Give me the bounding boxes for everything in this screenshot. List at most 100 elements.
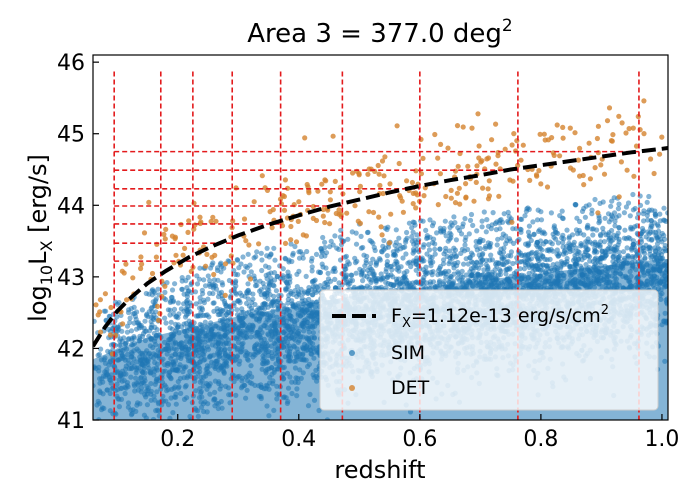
sim-point — [643, 234, 649, 240]
sim-point — [557, 282, 563, 288]
sim-point — [493, 227, 499, 233]
sim-point — [418, 218, 424, 224]
sim-point — [541, 229, 547, 235]
sim-point — [615, 206, 622, 212]
sim-point — [216, 350, 223, 356]
sim-point — [269, 355, 276, 361]
sim-point — [167, 307, 173, 313]
sim-point — [207, 278, 213, 284]
sim-point — [332, 233, 338, 239]
sim-point — [164, 346, 170, 352]
sim-point — [200, 291, 206, 297]
sim-point — [218, 260, 224, 266]
sim-point — [560, 251, 567, 257]
sim-point — [287, 348, 293, 355]
sim-point — [99, 407, 105, 413]
sim-point — [311, 375, 317, 381]
sim-point — [334, 245, 340, 251]
sim-point — [548, 273, 554, 279]
sim-point — [207, 391, 213, 397]
sim-point — [288, 241, 294, 247]
sim-point — [134, 346, 140, 352]
sim-point — [245, 251, 251, 257]
sim-point — [409, 234, 415, 240]
sim-point — [291, 358, 297, 364]
sim-point — [659, 276, 666, 282]
sim-point — [391, 282, 397, 289]
sim-point — [312, 304, 318, 310]
sim-point — [195, 343, 201, 349]
sim-point — [645, 229, 651, 235]
sim-point — [173, 401, 179, 407]
sim-point — [372, 247, 378, 254]
sim-point — [551, 225, 557, 231]
sim-point — [611, 195, 617, 201]
sim-point — [657, 211, 663, 217]
sim-point — [606, 235, 613, 241]
sim-point — [538, 209, 544, 215]
sim-point — [427, 254, 433, 260]
sim-point — [365, 267, 371, 273]
sim-point — [474, 228, 480, 234]
sim-point — [325, 270, 331, 276]
sim-point — [636, 211, 642, 217]
sim-point — [423, 269, 430, 275]
sim-point — [272, 325, 279, 332]
sim-point — [310, 330, 316, 336]
sim-point — [172, 384, 178, 390]
sim-point — [430, 259, 436, 265]
sim-point — [488, 252, 494, 258]
sim-point — [629, 226, 636, 232]
sim-point — [583, 283, 589, 289]
sim-point — [547, 256, 553, 262]
sim-point — [500, 219, 506, 225]
sim-point — [293, 375, 299, 381]
sim-point — [461, 261, 467, 267]
sim-point — [119, 385, 125, 391]
sim-point — [503, 271, 509, 277]
sim-point — [240, 340, 246, 346]
sim-point — [346, 261, 352, 267]
sim-point — [183, 333, 189, 339]
sim-point — [194, 281, 201, 287]
sim-point — [254, 249, 260, 255]
sim-point — [385, 272, 391, 278]
sim-point — [218, 383, 224, 389]
sim-point — [293, 354, 299, 360]
sim-point — [410, 246, 417, 253]
sim-point — [432, 246, 438, 252]
sim-point — [603, 279, 609, 286]
sim-point — [169, 287, 176, 293]
sim-point — [249, 322, 255, 328]
sim-point — [294, 284, 300, 290]
sim-point — [583, 262, 589, 268]
sim-point — [254, 341, 260, 347]
sim-point — [239, 293, 245, 299]
sim-point — [262, 301, 268, 307]
sim-point — [127, 315, 133, 321]
sim-point — [216, 325, 222, 331]
sim-point — [466, 231, 472, 237]
sim-point — [184, 375, 190, 381]
sim-point — [459, 277, 465, 283]
sim-point — [259, 257, 265, 263]
sim-point — [362, 263, 368, 269]
sim-point — [205, 369, 211, 375]
sim-point — [264, 324, 270, 331]
sim-point — [179, 345, 185, 351]
sim-point — [311, 397, 318, 403]
sim-point — [248, 334, 254, 340]
sim-point — [195, 413, 201, 419]
sim-point — [98, 357, 104, 363]
sim-point — [274, 396, 280, 402]
sim-point — [604, 268, 610, 275]
sim-point — [441, 251, 447, 257]
sim-point — [623, 236, 630, 242]
sim-point — [504, 259, 510, 265]
sim-point — [628, 273, 634, 279]
sim-point — [239, 306, 245, 312]
sim-point — [97, 389, 103, 396]
sim-point — [132, 388, 138, 394]
sim-point — [381, 237, 387, 244]
sim-point — [483, 243, 489, 250]
